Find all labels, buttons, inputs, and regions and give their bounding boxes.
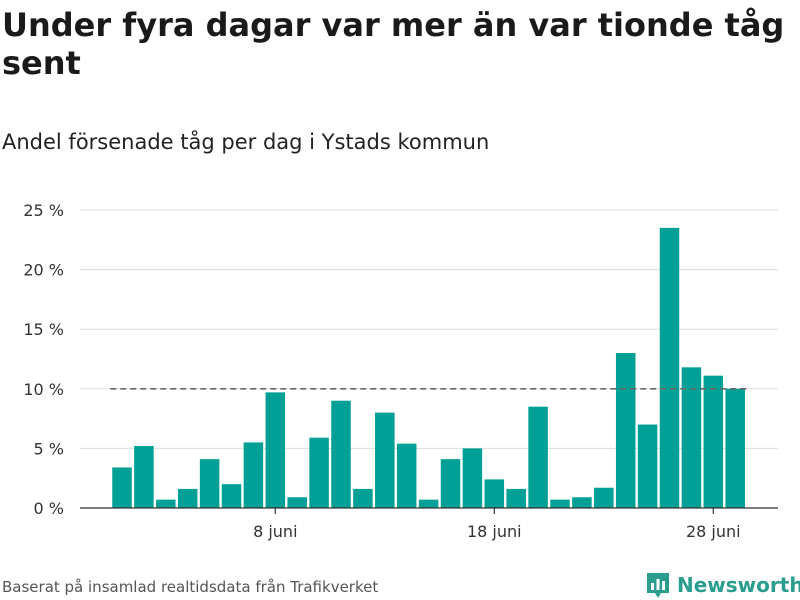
bar — [637, 424, 658, 508]
bar — [287, 497, 307, 508]
x-tick-label: 8 juni — [253, 522, 297, 541]
bar — [528, 406, 548, 508]
y-tick-label: 0 % — [34, 499, 64, 518]
bar — [156, 499, 176, 508]
bar — [353, 488, 373, 508]
chart-subtitle: Andel försenade tåg per dag i Ystads kom… — [2, 130, 490, 154]
bar — [396, 443, 417, 508]
y-tick-labels: 0 % 5 % 10 % 15 % 20 % 25 % — [23, 201, 64, 518]
y-tick-label: 25 % — [23, 201, 64, 220]
bar — [725, 388, 745, 508]
bar — [440, 459, 461, 508]
y-tick-label: 10 % — [23, 380, 64, 399]
bar — [221, 484, 242, 508]
bar — [506, 488, 526, 508]
y-tick-label: 15 % — [23, 320, 64, 339]
brand-logo: Newsworthy — [645, 570, 800, 600]
source-note: Baserat på insamlad realtidsdata från Tr… — [2, 578, 379, 596]
bar — [462, 448, 483, 508]
bars — [112, 227, 745, 508]
bar — [243, 442, 264, 508]
bar — [484, 479, 505, 508]
bar — [309, 437, 329, 508]
bar — [572, 497, 592, 508]
y-tick-label: 5 % — [34, 439, 64, 458]
bar — [615, 353, 636, 508]
bar — [265, 392, 286, 508]
bar — [199, 459, 220, 508]
bar — [659, 227, 680, 508]
brand-name: Newsworthy — [677, 573, 800, 597]
chart-title: Under fyra dagar var mer än var tionde t… — [2, 6, 785, 82]
bar — [550, 499, 570, 508]
bar — [703, 375, 724, 508]
x-axis — [80, 507, 778, 514]
y-tick-label: 20 % — [23, 261, 64, 280]
bar — [375, 412, 395, 508]
bar — [112, 467, 132, 508]
x-tick-labels: 8 juni 18 juni 28 juni — [253, 522, 741, 541]
bar — [681, 367, 702, 508]
bar — [134, 446, 154, 508]
bar — [177, 488, 198, 508]
x-tick-label: 18 juni — [467, 522, 522, 541]
bar — [594, 487, 614, 508]
x-tick-label: 28 juni — [686, 522, 741, 541]
bar-chart-logo-icon — [647, 573, 669, 598]
bar — [418, 499, 439, 508]
bar — [331, 400, 351, 508]
